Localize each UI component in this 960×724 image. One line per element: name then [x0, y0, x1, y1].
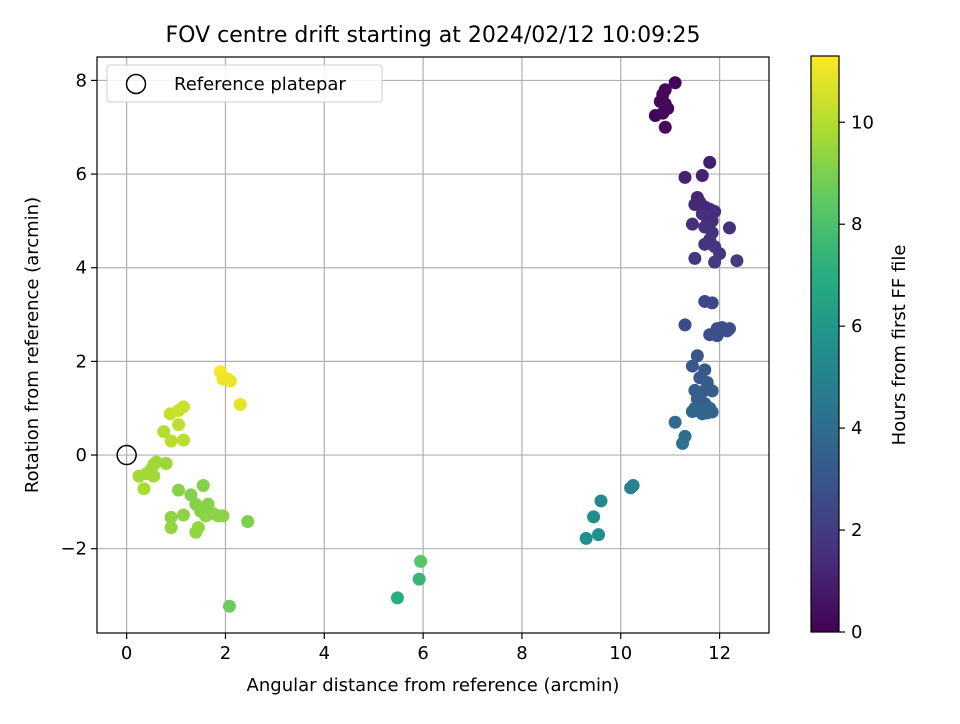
y-tick-label: −2: [60, 539, 87, 560]
data-point: [703, 155, 717, 169]
colorbar-tick-label: 0: [851, 622, 862, 643]
data-point: [730, 254, 744, 268]
x-axis-ticks: 0 2 4 6 8 10 12: [121, 633, 731, 664]
y-tick-label: 2: [76, 351, 87, 372]
data-point: [216, 509, 230, 523]
reference-platepar-marker: [116, 444, 137, 466]
y-tick-label: 6: [76, 164, 87, 185]
x-tick-label: 0: [121, 643, 132, 664]
data-point: [722, 221, 736, 235]
data-point: [390, 591, 404, 605]
data-point: [676, 436, 690, 450]
x-tick-label: 8: [516, 643, 527, 664]
data-point: [172, 418, 186, 432]
data-point: [708, 255, 722, 269]
data-point: [241, 515, 255, 529]
x-tick-label: 4: [319, 643, 330, 664]
colorbar-ticks: 0 2 4 6 8 10: [839, 112, 874, 643]
plot-frame: [96, 56, 770, 634]
data-point: [685, 404, 699, 418]
data-point: [653, 94, 667, 108]
colorbar: 0 2 4 6 8 10 Hours from first FF file: [810, 55, 910, 643]
data-point: [658, 120, 672, 134]
data-point: [703, 401, 717, 415]
y-tick-label: 4: [76, 258, 87, 279]
legend: Reference platepar: [106, 64, 383, 103]
data-point: [223, 374, 237, 388]
gridlines: [97, 57, 769, 633]
y-tick-label: 8: [76, 70, 87, 91]
x-tick-label: 6: [417, 643, 428, 664]
data-point: [710, 329, 724, 343]
legend-marker-icon: [125, 73, 147, 95]
colorbar-gradient: [810, 55, 840, 633]
data-point: [698, 237, 712, 251]
data-point: [587, 510, 601, 524]
data-point: [199, 509, 213, 523]
data-point: [693, 195, 707, 209]
data-point: [579, 531, 593, 545]
x-axis-label: Angular distance from reference (arcmin): [247, 675, 620, 696]
data-points: [132, 76, 744, 613]
colorbar-tick-label: 8: [851, 214, 862, 235]
data-point: [164, 521, 178, 535]
data-point: [412, 572, 426, 586]
x-tick-label: 2: [220, 643, 231, 664]
data-point: [695, 168, 709, 182]
data-point: [176, 508, 190, 522]
data-point: [164, 434, 178, 448]
y-tick-label: 0: [76, 445, 87, 466]
data-point: [137, 482, 151, 496]
colorbar-label: Hours from first FF file: [889, 245, 910, 446]
data-point: [626, 478, 640, 492]
data-point: [172, 483, 186, 497]
data-point: [668, 76, 682, 90]
x-tick-label: 10: [609, 643, 632, 664]
data-point: [685, 217, 699, 231]
data-point: [592, 528, 606, 542]
y-axis-ticks: −2 0 2 4 6 8: [60, 70, 97, 560]
data-point: [690, 349, 704, 363]
data-point: [176, 400, 190, 414]
data-point: [147, 469, 161, 483]
data-point: [708, 205, 722, 219]
data-point: [668, 415, 682, 429]
colorbar-tick-label: 6: [851, 316, 862, 337]
data-point: [233, 397, 247, 411]
legend-entry-label: Reference platepar: [174, 74, 346, 95]
data-point: [176, 433, 190, 447]
data-point: [189, 525, 203, 539]
data-point: [685, 359, 699, 373]
data-point: [705, 296, 719, 310]
data-point: [414, 554, 428, 568]
data-point: [594, 494, 608, 508]
colorbar-tick-label: 2: [851, 520, 862, 541]
data-point: [157, 425, 171, 439]
data-point: [688, 251, 702, 265]
data-point: [164, 510, 178, 524]
legend-box: [106, 64, 383, 103]
data-point: [678, 170, 692, 184]
data-point: [196, 478, 210, 492]
colorbar-tick-label: 4: [851, 418, 862, 439]
data-point: [658, 83, 672, 97]
data-point: [705, 384, 719, 398]
data-point: [159, 456, 173, 470]
colorbar-tick-label: 10: [851, 112, 874, 133]
data-point: [722, 322, 736, 336]
chart-title: FOV centre drift starting at 2024/02/12 …: [166, 23, 701, 48]
x-tick-label: 12: [708, 643, 731, 664]
y-axis-label: Rotation from reference (arcmin): [22, 197, 43, 493]
data-point: [678, 318, 692, 332]
data-point: [222, 599, 236, 613]
